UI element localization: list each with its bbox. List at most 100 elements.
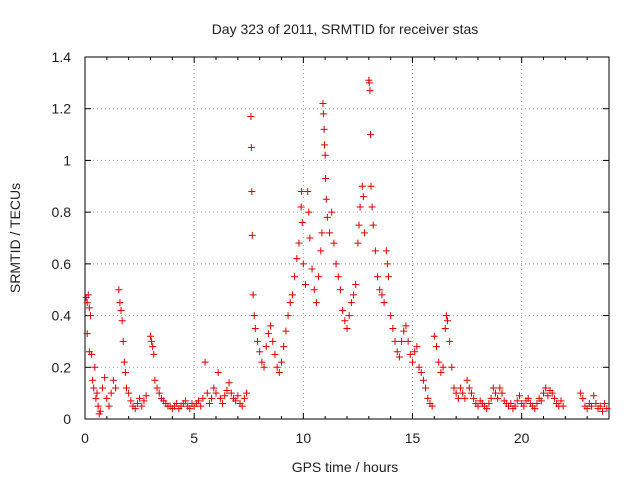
- scatter-point: [138, 402, 146, 410]
- scatter-point: [116, 299, 124, 307]
- scatter-point: [422, 384, 430, 392]
- scatter-point: [321, 141, 329, 149]
- scatter-point: [91, 363, 99, 371]
- scatter-point: [203, 389, 211, 397]
- scatter-point: [404, 337, 412, 345]
- scatter-point: [345, 312, 353, 320]
- scatter-point: [298, 187, 306, 195]
- scatter-point: [322, 195, 330, 203]
- plot-frame: [84, 56, 610, 420]
- scatter-point: [336, 286, 344, 294]
- scatter-point: [173, 399, 181, 407]
- scatter-point: [317, 247, 325, 255]
- scatter-point: [391, 337, 399, 345]
- scatter-point: [359, 193, 367, 201]
- scatter-point: [387, 312, 395, 320]
- scatter-point: [153, 384, 161, 392]
- scatter-point: [511, 402, 519, 410]
- scatter-point: [483, 405, 491, 413]
- scatter-point: [118, 317, 126, 325]
- scatter-point: [216, 394, 224, 402]
- scatter-point: [278, 358, 285, 366]
- scatter-point: [320, 125, 328, 133]
- scatter-point: [371, 247, 379, 255]
- scatter-point: [474, 402, 482, 410]
- scatter-point: [450, 384, 458, 392]
- scatter-point: [430, 332, 438, 340]
- scatter-point: [212, 389, 220, 397]
- scatter-point: [598, 407, 606, 415]
- scatter-point: [382, 247, 390, 255]
- scatter-point: [88, 350, 96, 358]
- scatter-point: [380, 299, 388, 307]
- scatter-point: [557, 397, 565, 405]
- scatter-point: [409, 358, 416, 366]
- y-tick-label: 0.2: [52, 359, 72, 375]
- scatter-point: [402, 322, 410, 330]
- scatter-point: [247, 112, 255, 120]
- scatter-point: [339, 306, 347, 314]
- scatter-point: [542, 384, 550, 392]
- scatter-point: [413, 343, 421, 351]
- scatter-point: [442, 312, 450, 320]
- scatter-point: [117, 306, 125, 314]
- scatter-point: [360, 229, 368, 237]
- scatter-points: [82, 76, 611, 418]
- scatter-point: [234, 392, 242, 400]
- scatter-point: [507, 399, 515, 407]
- scatter-point: [232, 397, 240, 405]
- scatter-point: [306, 234, 314, 242]
- scatter-point: [149, 343, 157, 351]
- y-tick-labels: 0 0.2 0.4 0.6 0.8 1 1.2 1.4: [52, 49, 72, 427]
- scatter-point: [248, 231, 256, 239]
- scatter-point: [341, 317, 349, 325]
- scatter-point: [384, 273, 392, 281]
- scatter-point: [446, 337, 454, 345]
- scatter-point: [225, 379, 233, 387]
- scatter-point: [250, 312, 258, 320]
- scatter-point: [133, 399, 141, 407]
- scatter-point: [461, 394, 469, 402]
- scatter-point: [487, 394, 495, 402]
- scatter-point: [98, 384, 106, 392]
- scatter-point: [537, 397, 545, 405]
- scatter-point: [227, 389, 235, 397]
- scatter-point: [105, 402, 113, 410]
- scatter-point: [93, 389, 101, 397]
- scatter-point: [90, 384, 98, 392]
- scatter-point: [356, 203, 364, 211]
- scatter-point: [343, 325, 351, 332]
- scatter-point: [579, 394, 587, 402]
- x-axis-label: GPS time / hours: [292, 459, 399, 475]
- scatter-point: [319, 100, 327, 108]
- scatter-point: [142, 392, 150, 400]
- scatter-point: [221, 392, 229, 400]
- scatter-point: [531, 405, 539, 413]
- y-tick-label: 1.2: [52, 101, 72, 117]
- scatter-point: [494, 394, 502, 402]
- scatter-point: [559, 402, 567, 410]
- scatter-point: [334, 273, 342, 281]
- y-tick-label: 0: [63, 411, 71, 427]
- scatter-point: [376, 286, 384, 294]
- scatter-point: [197, 402, 205, 410]
- scatter-point: [323, 213, 331, 221]
- x-tick-labels: 0 5 10 15 20: [81, 430, 530, 446]
- scatter-point: [94, 402, 102, 410]
- scatter-point: [592, 399, 600, 407]
- scatter-point: [131, 405, 139, 413]
- scatter-point: [424, 394, 432, 402]
- scatter-point: [83, 330, 91, 338]
- scatter-point: [437, 368, 445, 376]
- scatter-point: [293, 255, 301, 263]
- scatter-point: [395, 353, 403, 361]
- y-tick-label: 0.8: [52, 204, 72, 220]
- scatter-point: [417, 368, 425, 376]
- scatter-point: [485, 399, 493, 407]
- scatter-point: [150, 350, 158, 358]
- scatter-point: [262, 343, 270, 351]
- scatter-point: [136, 394, 144, 402]
- scatter-point: [596, 402, 604, 410]
- scatter-point: [383, 260, 391, 268]
